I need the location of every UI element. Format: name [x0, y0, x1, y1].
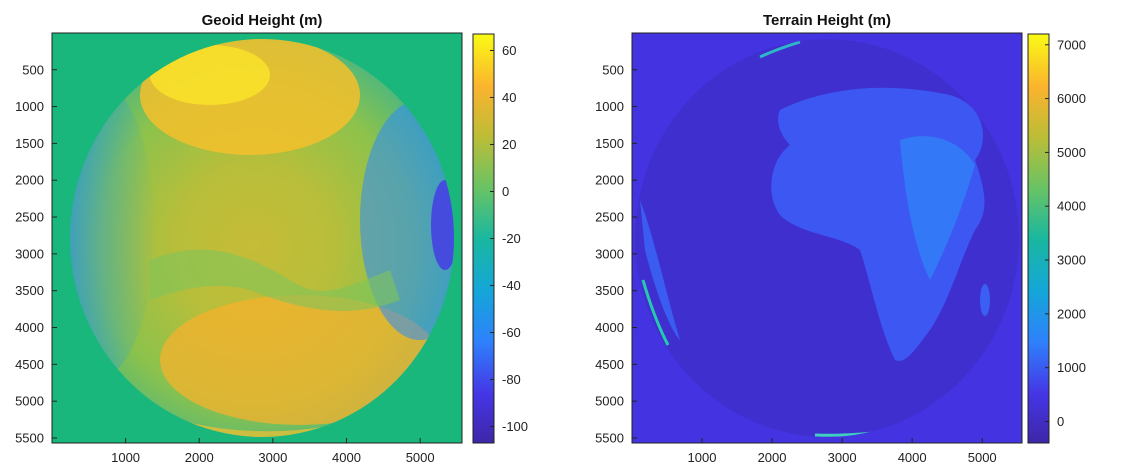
- geoid-colorbar-tick-label: 0: [502, 184, 509, 199]
- terrain-colorbar-tick-label: 6000: [1057, 91, 1086, 106]
- geoid-low-west: [70, 80, 155, 380]
- terrain-axes-frame: [631, 32, 1023, 444]
- geoid-title: Geoid Height (m): [202, 12, 323, 29]
- geoid-ytick-label: 5500: [15, 430, 44, 445]
- geoid-colorbar-tick-label: -20: [502, 231, 521, 246]
- geoid-ytick-label: 3500: [15, 283, 44, 298]
- terrain-colorbar-tick-label: 0: [1057, 414, 1064, 429]
- terrain-panel: Terrain Height (m) 1000 2000 3000 4000 50005…: [595, 12, 1086, 465]
- geoid-xtick-label: 5000: [406, 450, 435, 465]
- geoid-ytick-label: 5000: [15, 394, 44, 409]
- terrain-colorbar-ticks: 7000 6000 5000 4000 3000 2000 1000 0: [1045, 37, 1086, 429]
- terrain-ytick-label: 5000: [595, 394, 624, 409]
- terrain-colorbar-tick-label: 3000: [1057, 253, 1086, 268]
- geoid-ytick-label: 2500: [15, 210, 44, 225]
- terrain-colorbar-tick-label: 7000: [1057, 37, 1086, 52]
- geoid-colorbar-tick-label: -60: [502, 325, 521, 340]
- geoid-ytick-label: 2000: [15, 173, 44, 188]
- geoid-panel: Geoid Height (m) 1000 2000 3000 4000 5000500…: [15, 12, 528, 465]
- geoid-colorbar-tick-label: 60: [502, 43, 516, 58]
- geoid-colorbar-tick-label: -40: [502, 278, 521, 293]
- terrain-colorbar-tick-label: 1000: [1057, 360, 1086, 375]
- geoid-xtick-label: 4000: [332, 450, 361, 465]
- terrain-ytick-label: 3000: [595, 246, 624, 261]
- terrain-xtick-label: 4000: [898, 450, 927, 465]
- geoid-xtick-label: 1000: [111, 450, 140, 465]
- terrain-xtick-label: 2000: [758, 450, 787, 465]
- geoid-colorbar-ticks: 60 40 20 0 -20 -40 -60 -80 -100: [490, 43, 528, 434]
- terrain-colorbar-tick-label: 2000: [1057, 306, 1086, 321]
- terrain-ytick-label: 5500: [595, 430, 624, 445]
- geoid-axes-ticks: 1000 2000 3000 4000 5000 500 1000 1500 2000 2500 3…: [15, 62, 435, 465]
- terrain-land-southamerica: [640, 200, 680, 340]
- terrain-title: Terrain Height (m): [763, 12, 891, 29]
- terrain-ytick-label: 4000: [595, 320, 624, 335]
- geoid-axes-frame: [51, 32, 463, 444]
- terrain-ytick-label: 500: [602, 62, 624, 77]
- terrain-axes-ticks: 1000 2000 3000 4000 5000 500 1000 1500 2000 2500 3…: [595, 62, 997, 465]
- geoid-colorbar-tick-label: -100: [502, 419, 528, 434]
- geoid-colorbar-tick-label: -80: [502, 372, 521, 387]
- terrain-ytick-label: 1000: [595, 99, 624, 114]
- geoid-ytick-label: 1000: [15, 99, 44, 114]
- geoid-ytick-label: 1500: [15, 136, 44, 151]
- terrain-ytick-label: 1500: [595, 136, 624, 151]
- terrain-ytick-label: 2000: [595, 173, 624, 188]
- geoid-ytick-label: 500: [22, 62, 44, 77]
- geoid-xtick-label: 2000: [185, 450, 214, 465]
- terrain-colorbar-tick-label: 5000: [1057, 145, 1086, 160]
- terrain-ytick-label: 2500: [595, 210, 624, 225]
- geoid-colorbar-tick-label: 20: [502, 137, 516, 152]
- geoid-xtick-label: 3000: [258, 450, 287, 465]
- terrain-xtick-label: 3000: [828, 450, 857, 465]
- terrain-colorbar: [1027, 33, 1050, 444]
- geoid-colorbar-tick-label: 40: [502, 90, 516, 105]
- terrain-colorbar-tick-label: 4000: [1057, 199, 1086, 214]
- geoid-ytick-label: 4000: [15, 320, 44, 335]
- terrain-ytick-label: 4500: [595, 357, 624, 372]
- geoid-high-south: [160, 295, 440, 425]
- terrain-xtick-label: 1000: [688, 450, 717, 465]
- terrain-ytick-label: 3500: [595, 283, 624, 298]
- geoid-globe: [70, 39, 454, 437]
- geoid-ytick-label: 4500: [15, 357, 44, 372]
- geoid-ytick-label: 3000: [15, 246, 44, 261]
- terrain-xtick-label: 5000: [968, 450, 997, 465]
- terrain-globe: [635, 39, 1019, 437]
